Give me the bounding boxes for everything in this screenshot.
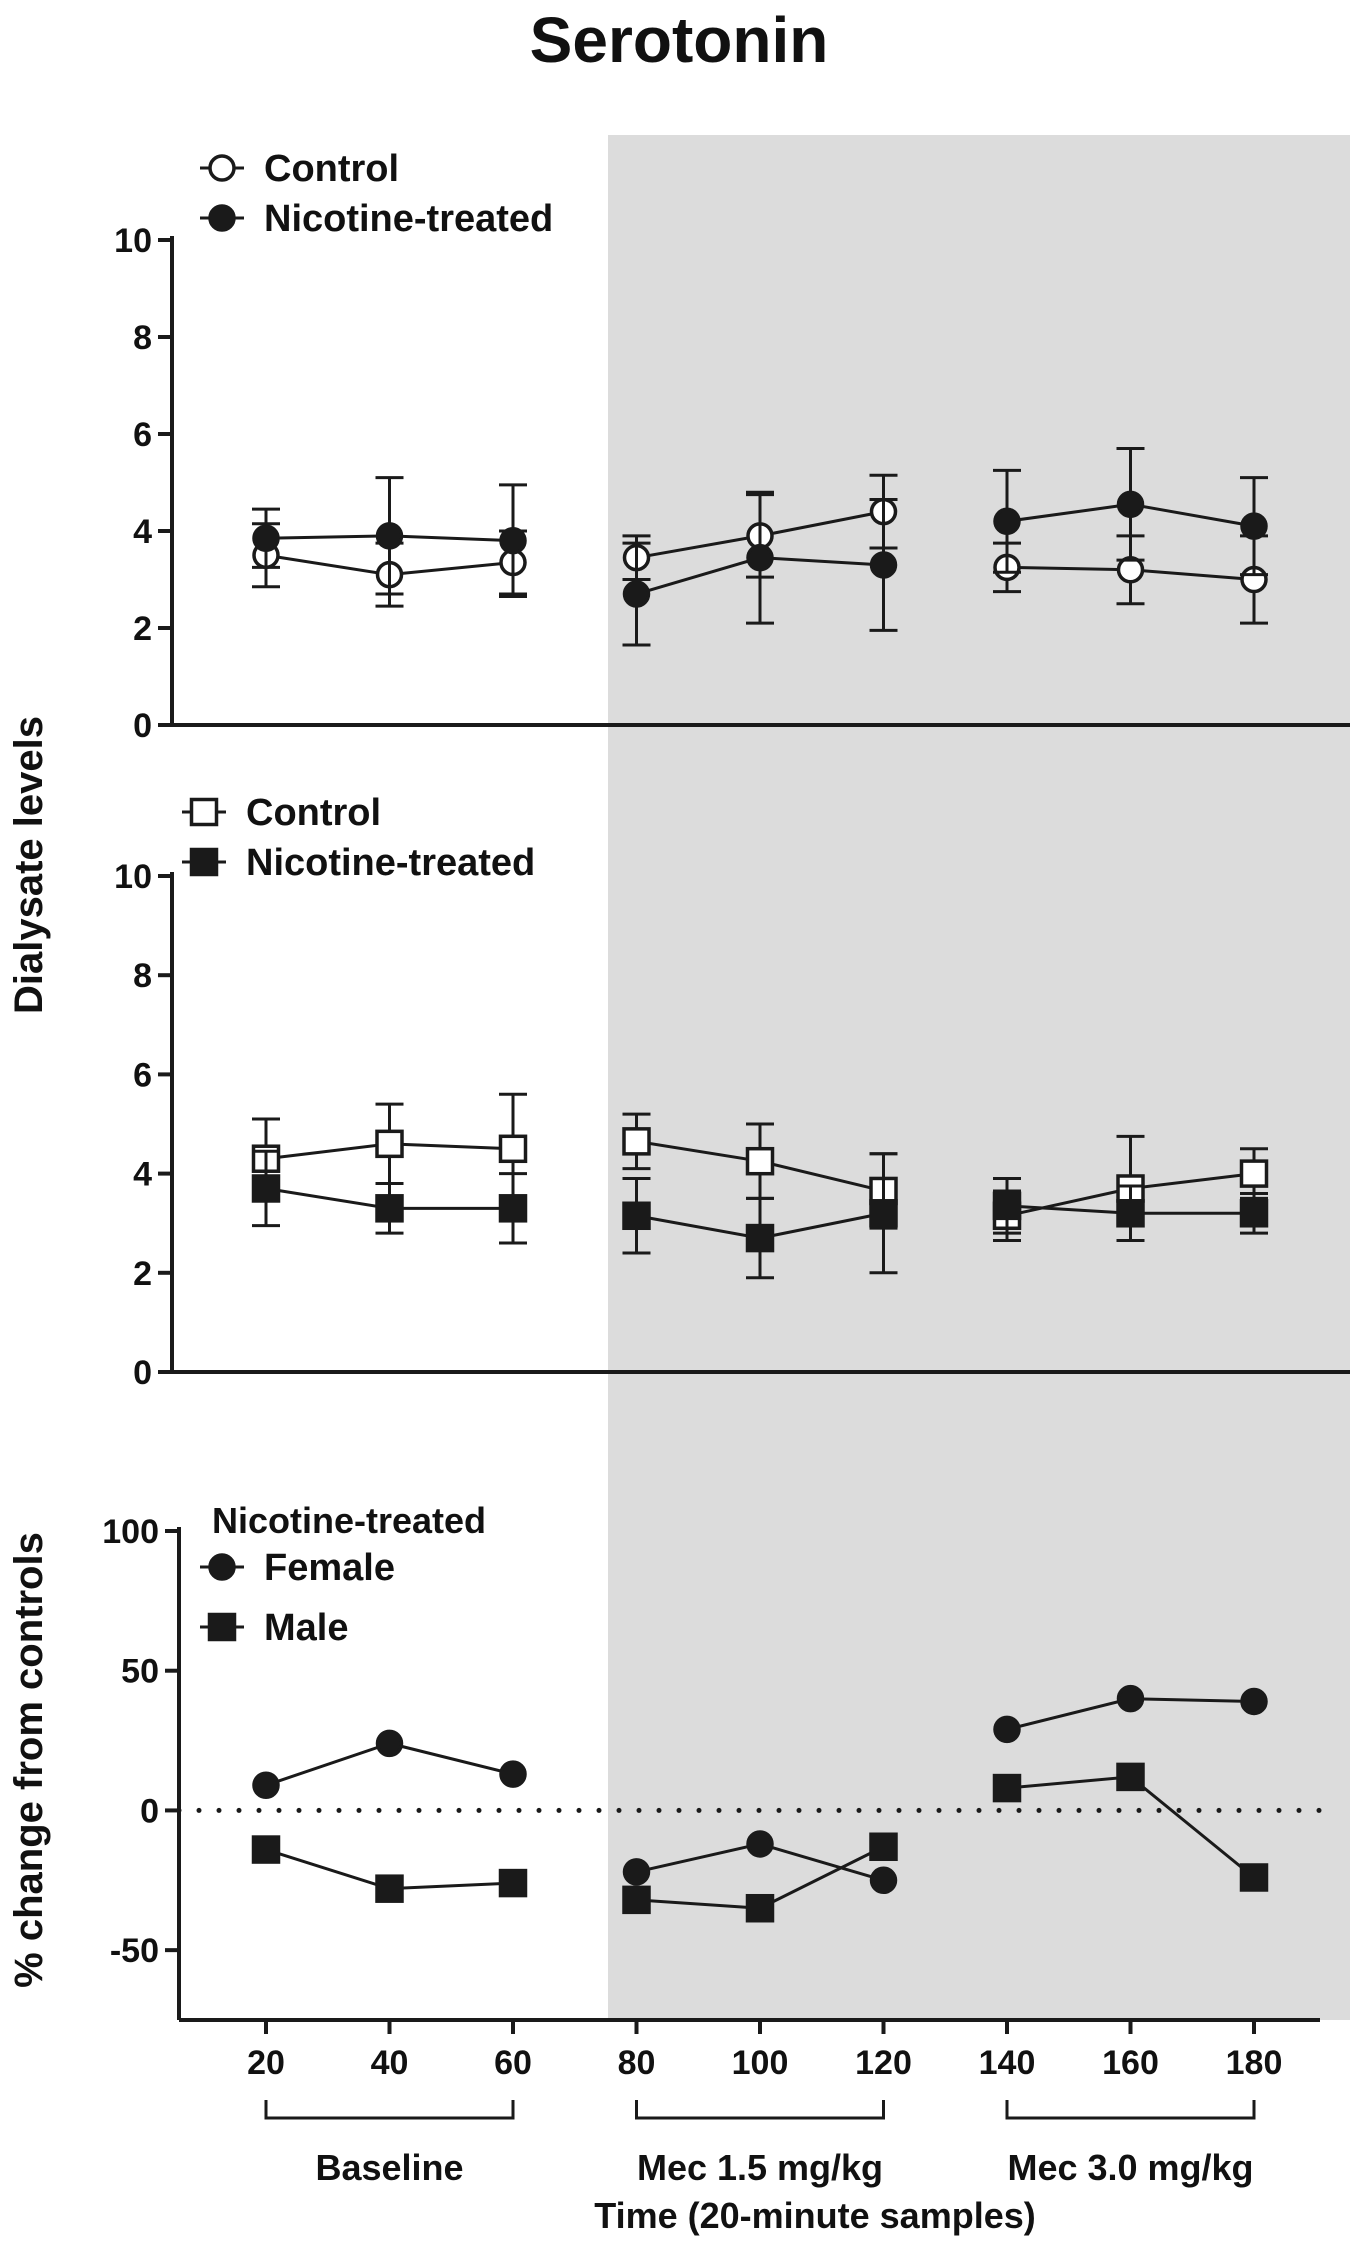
data-point xyxy=(375,1729,404,1758)
y-tick-label: 2 xyxy=(133,610,152,648)
data-point xyxy=(499,526,527,555)
shared-y-axis-label: Dialysate levels xyxy=(7,716,51,1014)
x-tick-label: 60 xyxy=(494,2044,532,2082)
data-point xyxy=(1116,1762,1145,1792)
data-point xyxy=(1239,1199,1269,1228)
y-tick-label: 4 xyxy=(133,513,152,551)
phase-bracket xyxy=(264,2100,515,2120)
data-point xyxy=(375,1129,404,1159)
y-tick-label: 0 xyxy=(133,707,152,745)
bottom-y-axis-label: % change from controls xyxy=(7,1532,51,1988)
top-panel: 0 2 4 6 8 10 Control Nicotine-treated xyxy=(114,148,1350,745)
legend-title: Nicotine-treated xyxy=(212,1500,486,1541)
x-tick-label: 160 xyxy=(1102,2044,1159,2082)
y-tick-label: -50 xyxy=(110,1932,159,1970)
data-point xyxy=(1116,490,1145,519)
legend-marker xyxy=(207,1612,237,1642)
data-point xyxy=(1239,1863,1269,1892)
y-tick-label: 6 xyxy=(133,416,152,454)
y-tick-label: 4 xyxy=(133,1156,152,1194)
data-point xyxy=(1116,1199,1145,1228)
data-point xyxy=(746,1830,774,1858)
data-point xyxy=(993,1715,1021,1744)
x-tick-label: 120 xyxy=(855,2044,912,2082)
y-tick-label: 2 xyxy=(133,1255,152,1293)
y-tick-label: 100 xyxy=(102,1513,159,1551)
data-point xyxy=(252,524,280,553)
series-nicotine-treated xyxy=(252,447,1268,647)
y-tick-label: 50 xyxy=(121,1653,159,1691)
series-nicotine-treated xyxy=(251,1149,1269,1280)
legend-label: Female xyxy=(264,1547,395,1589)
data-point xyxy=(622,1858,651,1886)
legend-label: Control xyxy=(264,148,399,190)
data-point xyxy=(746,543,774,572)
phase-bracket xyxy=(1005,2100,1256,2120)
legend-marker xyxy=(208,1553,236,1581)
x-tick-label: 80 xyxy=(618,2044,656,2082)
data-point xyxy=(252,1771,280,1800)
data-point xyxy=(375,1194,404,1223)
y-tick-label: 0 xyxy=(140,1792,159,1830)
y-tick-label: 8 xyxy=(133,319,152,357)
data-point xyxy=(1239,1159,1269,1188)
data-point xyxy=(1116,1684,1145,1713)
y-tick-label: 0 xyxy=(133,1354,152,1392)
x-tick-label: 20 xyxy=(247,2044,285,2082)
data-point xyxy=(499,1760,527,1788)
data-point xyxy=(745,1146,775,1176)
data-point xyxy=(622,1885,651,1915)
data-point xyxy=(1240,1687,1268,1716)
legend-label: Nicotine-treated xyxy=(264,198,553,240)
data-point xyxy=(869,551,898,579)
data-point xyxy=(498,1134,528,1164)
data-point xyxy=(251,1835,281,1864)
legend-label: Male xyxy=(264,1607,348,1649)
x-tick-label: 180 xyxy=(1226,2044,1283,2082)
data-point xyxy=(993,507,1021,536)
legend-label: Control xyxy=(246,792,381,834)
figure-title: Serotonin xyxy=(530,4,829,76)
dose-phase-shading xyxy=(608,135,1350,2020)
data-point xyxy=(498,1868,528,1898)
data-point xyxy=(869,1199,898,1228)
x-tick-label: 100 xyxy=(732,2044,789,2082)
legend-marker xyxy=(189,847,219,877)
data-point xyxy=(869,1832,898,1862)
legend-label: Nicotine-treated xyxy=(246,842,535,884)
x-tick-label: 140 xyxy=(979,2044,1036,2082)
y-tick-label: 10 xyxy=(114,222,152,260)
data-point xyxy=(622,1201,651,1231)
data-point xyxy=(992,1191,1022,1221)
data-point xyxy=(869,1866,898,1895)
data-point xyxy=(498,1194,528,1223)
data-point xyxy=(1240,512,1268,540)
legend-marker xyxy=(189,797,219,827)
data-point xyxy=(251,1174,281,1203)
middle-panel: 0 2 4 6 8 10 Control Nicotine-treated xyxy=(114,792,1350,1392)
phase-label: Mec 1.5 mg/kg xyxy=(637,2147,883,2188)
data-point xyxy=(992,1773,1022,1803)
series-male xyxy=(251,1762,1269,1923)
data-point xyxy=(745,1893,775,1923)
data-point xyxy=(622,1127,651,1156)
legend-marker xyxy=(208,204,236,232)
x-tick-label: 40 xyxy=(371,2044,409,2082)
x-axis-label: Time (20-minute samples) xyxy=(594,2195,1035,2236)
y-tick-label: 6 xyxy=(133,1056,152,1094)
data-point xyxy=(375,1874,404,1903)
bottom-panel: -50 0 50 100 20 40 60 80 100 120 140 160 180 Nicotine… xyxy=(102,1500,1323,2082)
phase-label: Mec 3.0 mg/kg xyxy=(1007,2147,1253,2188)
y-tick-label: 8 xyxy=(133,957,152,995)
legend-marker xyxy=(208,154,236,182)
phase-bracket xyxy=(635,2100,885,2120)
data-point xyxy=(745,1223,775,1253)
phase-brackets: Baseline Mec 1.5 mg/kg Mec 3.0 mg/kg xyxy=(264,2100,1256,2188)
phase-label: Baseline xyxy=(315,2147,463,2188)
data-point xyxy=(622,580,651,608)
y-tick-label: 10 xyxy=(114,858,152,896)
data-point xyxy=(375,522,404,550)
